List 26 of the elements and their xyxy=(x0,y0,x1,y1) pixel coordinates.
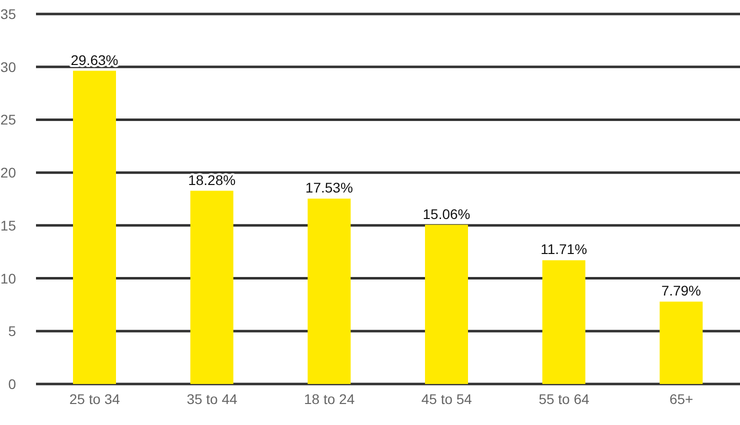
bar xyxy=(660,302,703,384)
y-tick-label: 15 xyxy=(0,217,16,234)
data-label: 11.71% xyxy=(540,241,588,258)
bar xyxy=(73,70,116,384)
bar xyxy=(308,198,351,384)
x-tick-label: 35 to 44 xyxy=(186,390,238,407)
x-tick-label: 18 to 24 xyxy=(304,390,355,407)
data-label: 18.28% xyxy=(188,172,236,188)
data-label: 29.63% xyxy=(70,52,118,68)
bar xyxy=(425,224,468,384)
data-label: 17.53% xyxy=(305,180,353,196)
bar xyxy=(542,260,586,384)
y-tick-label: 20 xyxy=(0,164,16,181)
y-tick-label: 5 xyxy=(8,323,16,340)
data-label: 15.06% xyxy=(422,206,470,222)
y-tick-label: 30 xyxy=(0,58,16,75)
y-tick-label: 25 xyxy=(0,112,16,128)
x-tick-label: 25 to 34 xyxy=(69,390,120,407)
bar xyxy=(190,190,234,384)
x-tick-label: 45 to 54 xyxy=(421,390,472,407)
x-tick-label: 55 to 64 xyxy=(538,390,590,407)
y-tick-label: 0 xyxy=(8,376,16,392)
y-tick-label: 35 xyxy=(0,6,16,22)
y-tick-label: 10 xyxy=(0,270,16,286)
data-label: 7.79% xyxy=(661,282,702,299)
x-tick-label: 65+ xyxy=(669,390,694,407)
